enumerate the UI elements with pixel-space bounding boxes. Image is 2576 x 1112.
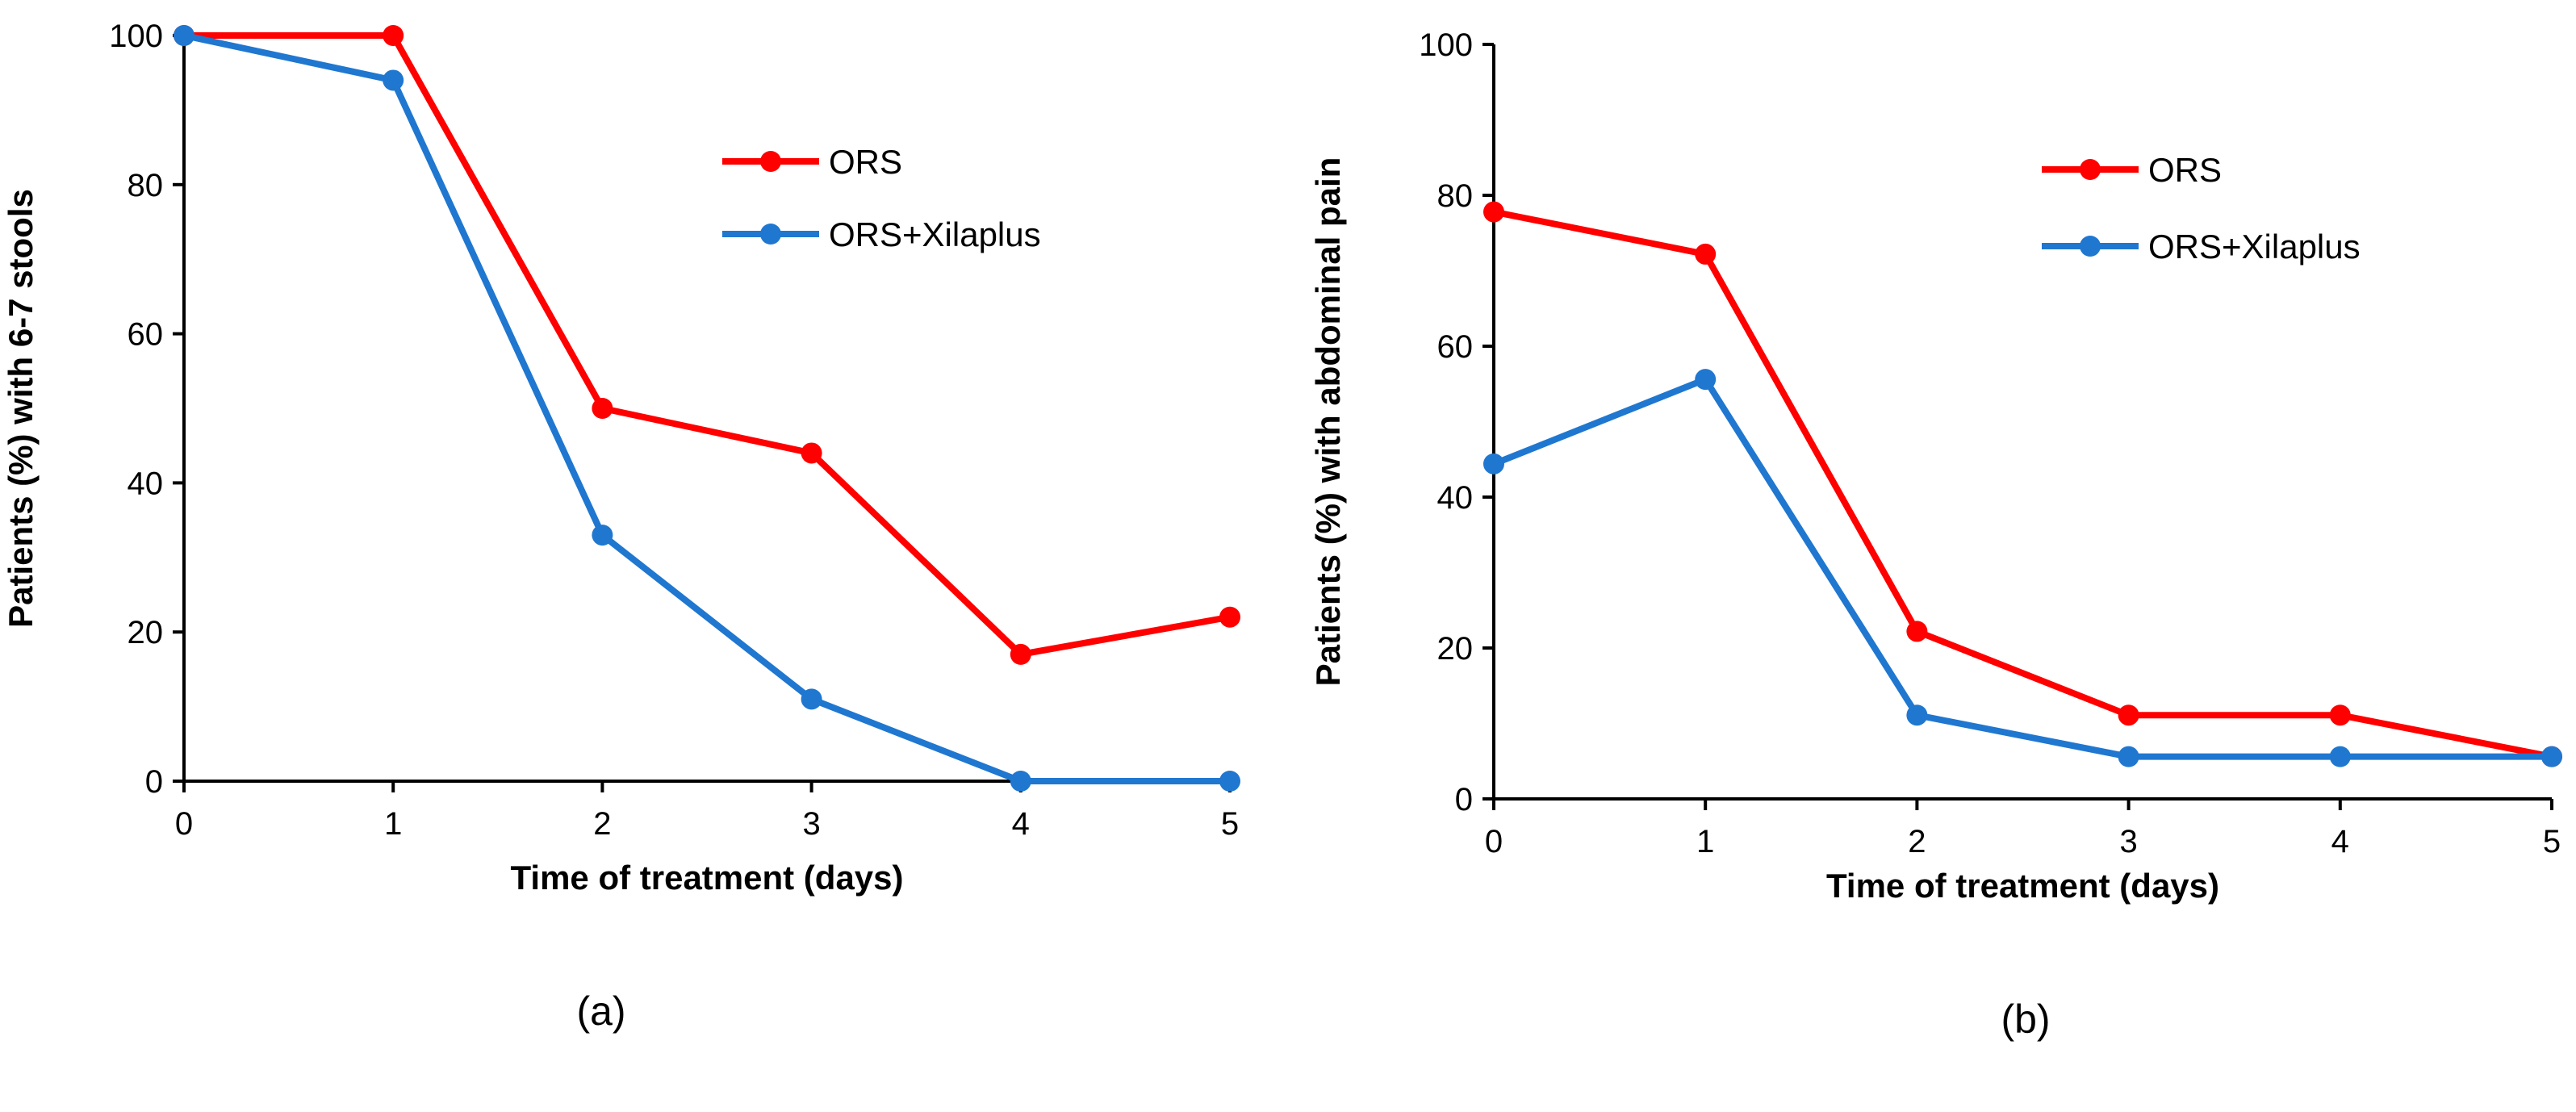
data-point [383, 25, 404, 46]
y-tick-label: 0 [145, 764, 163, 800]
x-tick-label: 3 [802, 806, 820, 842]
series-line [183, 32, 1230, 784]
data-point [801, 688, 822, 710]
data-point [174, 25, 194, 46]
data-point [383, 69, 404, 91]
data-point [592, 525, 613, 546]
data-point [1219, 771, 1240, 792]
series-ors [174, 25, 1240, 665]
y-tick-label: 20 [1437, 631, 1474, 667]
data-point [801, 442, 822, 464]
x-tick-label: 4 [2331, 824, 2349, 859]
series-line [184, 32, 1231, 658]
panel-caption: (b) [2001, 997, 2050, 1042]
data-point [1483, 453, 1504, 474]
y-tick-label: 40 [128, 466, 164, 501]
series-ors-xilaplus [1483, 369, 2562, 767]
data-point [1483, 201, 1504, 223]
legend-label: ORS+Xilaplus [2148, 228, 2361, 265]
y-tick-label: 80 [128, 168, 164, 203]
legend-swatch-marker [760, 151, 781, 172]
x-tick-label: 2 [1908, 824, 1926, 859]
y-tick-label: 100 [109, 19, 163, 54]
x-tick-label: 2 [593, 806, 611, 842]
chart-panel-a: 0 20 40 60 80 100 0 1 2 3 4 5 Time of treatment (day… [2, 19, 1240, 1034]
x-tick-label: 1 [1696, 824, 1714, 859]
data-point [2541, 746, 2562, 767]
x-tick-label: 4 [1012, 806, 1030, 842]
chart-panel-b: 0 20 40 60 80 100 0 1 2 3 4 5 Time of treatment (day… [1309, 27, 2562, 1042]
data-point [2118, 746, 2139, 767]
legend-label: ORS [2148, 151, 2222, 189]
legend: ORS ORS+Xilaplus [2042, 151, 2361, 265]
y-tick-label: 0 [1455, 782, 1473, 817]
series-line [1492, 376, 2552, 760]
y-tick-label: 80 [1437, 178, 1474, 214]
data-point [592, 398, 613, 419]
x-tick-label: 5 [2543, 824, 2561, 859]
legend-swatch-marker [2080, 159, 2101, 180]
x-tick-label: 0 [1485, 824, 1503, 859]
data-point [1010, 643, 1031, 665]
x-tick-label: 3 [2119, 824, 2137, 859]
y-tick-label: 20 [128, 615, 164, 650]
x-tick-label: 0 [175, 806, 193, 842]
y-axis-title: Patients (%) with abdominal pain [1309, 157, 1347, 687]
x-tick-label: 1 [384, 806, 402, 842]
y-tick-label: 40 [1437, 480, 1474, 516]
data-point [1010, 771, 1031, 792]
x-tick-label: 5 [1221, 806, 1239, 842]
data-point [1906, 704, 1928, 726]
y-tick-label: 60 [1437, 329, 1474, 365]
series-ors-xilaplus [174, 25, 1240, 792]
y-tick-label: 100 [1419, 27, 1473, 63]
series-line [1493, 208, 2553, 760]
legend: ORS ORS+Xilaplus [722, 143, 1041, 253]
y-tick-label: 60 [128, 317, 164, 353]
panel-caption: (a) [576, 989, 625, 1034]
y-axis-title: Patients (%) with 6-7 stools [2, 189, 40, 628]
data-point [2329, 704, 2351, 726]
legend-swatch-marker [2080, 236, 2101, 257]
series-ors [1483, 201, 2562, 767]
data-point [1695, 243, 1717, 265]
data-point [1695, 369, 1717, 391]
data-point [2329, 746, 2351, 767]
data-point [1906, 621, 1928, 642]
legend-swatch-marker [760, 224, 781, 245]
legend-label: ORS [829, 143, 902, 181]
data-point [1219, 606, 1240, 628]
data-point [2118, 704, 2139, 726]
x-axis-title: Time of treatment (days) [511, 859, 904, 897]
legend-label: ORS+Xilaplus [829, 215, 1041, 253]
x-axis-title: Time of treatment (days) [1826, 867, 2219, 905]
